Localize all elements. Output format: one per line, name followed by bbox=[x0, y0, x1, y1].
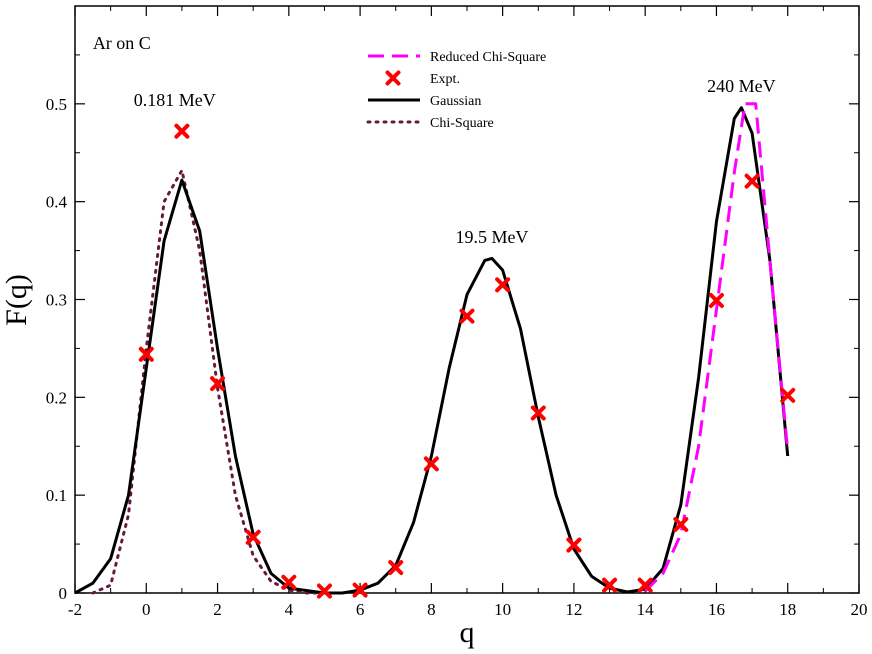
expt-data-point bbox=[281, 574, 297, 590]
expt-data-point bbox=[245, 529, 261, 545]
expt-data-point bbox=[744, 173, 760, 189]
expt-data-point bbox=[530, 405, 546, 421]
y-tick-label: 0.1 bbox=[46, 486, 67, 505]
y-tick-label: 0 bbox=[59, 584, 68, 603]
legend-swatch-expt bbox=[385, 70, 401, 86]
legend-label-gaussian: Gaussian bbox=[430, 94, 481, 109]
y-tick-label: 0.2 bbox=[46, 388, 67, 407]
expt-data-point bbox=[423, 456, 439, 472]
x-tick-label: 0 bbox=[142, 600, 151, 619]
expt-data-point bbox=[637, 577, 653, 593]
x-tick-label: 2 bbox=[213, 600, 222, 619]
x-tick-label: 10 bbox=[494, 600, 511, 619]
expt-data-point bbox=[316, 583, 332, 599]
expt-data-point bbox=[459, 308, 475, 324]
expt-data-point bbox=[495, 277, 511, 293]
y-axis: 0 0.1 0.2 0.3 0.4 0.5 bbox=[46, 54, 859, 603]
expt-data-point bbox=[352, 582, 368, 598]
annotations: Ar on C 0.181 MeV 19.5 MeV 240 MeV bbox=[93, 33, 776, 247]
y-axis-title: F(q) bbox=[0, 274, 33, 326]
reduced-chi-square-series-line bbox=[644, 102, 790, 593]
legend-label-chi-square: Chi-Square bbox=[430, 116, 494, 131]
x-tick-label: 12 bbox=[565, 600, 582, 619]
expt-data-point bbox=[388, 560, 404, 576]
expt-data-point bbox=[174, 123, 190, 139]
series-layer bbox=[74, 102, 796, 599]
y-tick-label: 0.4 bbox=[46, 193, 68, 212]
expt-data-point bbox=[780, 387, 796, 403]
y-tick-label: 0.3 bbox=[46, 291, 67, 310]
expt-data-point bbox=[708, 292, 724, 308]
legend-label-expt: Expt. bbox=[430, 72, 460, 87]
x-axis: -2 0 2 4 6 8 10 12 14 16 18 20 bbox=[68, 6, 868, 619]
energy-label-0181: 0.181 MeV bbox=[134, 90, 216, 110]
x-tick-label: 8 bbox=[427, 600, 436, 619]
gaussian-series-line bbox=[74, 106, 790, 595]
expt-data-point bbox=[602, 577, 618, 593]
energy-label-195: 19.5 MeV bbox=[455, 227, 528, 247]
expt-data-point bbox=[566, 537, 582, 553]
expt-data-point bbox=[138, 346, 154, 362]
x-tick-label: 18 bbox=[779, 600, 796, 619]
x-axis-title: q bbox=[460, 616, 475, 649]
x-tick-label: 4 bbox=[285, 600, 294, 619]
energy-label-240: 240 MeV bbox=[707, 76, 776, 96]
x-tick-label: -2 bbox=[68, 600, 82, 619]
expt-data-point bbox=[673, 517, 689, 533]
chi-square-series-line bbox=[91, 168, 326, 595]
x-tick-label: 14 bbox=[637, 600, 655, 619]
legend: Reduced Chi-Square Expt. Gaussian Chi-Squar… bbox=[366, 50, 546, 131]
y-tick-label: 0.5 bbox=[46, 95, 67, 114]
system-label: Ar on C bbox=[93, 33, 151, 53]
expt-data-point bbox=[210, 376, 226, 392]
x-tick-label: 20 bbox=[851, 600, 868, 619]
x-tick-label: 6 bbox=[356, 600, 365, 619]
legend-label-reduced-chi-square: Reduced Chi-Square bbox=[430, 50, 546, 65]
x-tick-label: 16 bbox=[708, 600, 725, 619]
